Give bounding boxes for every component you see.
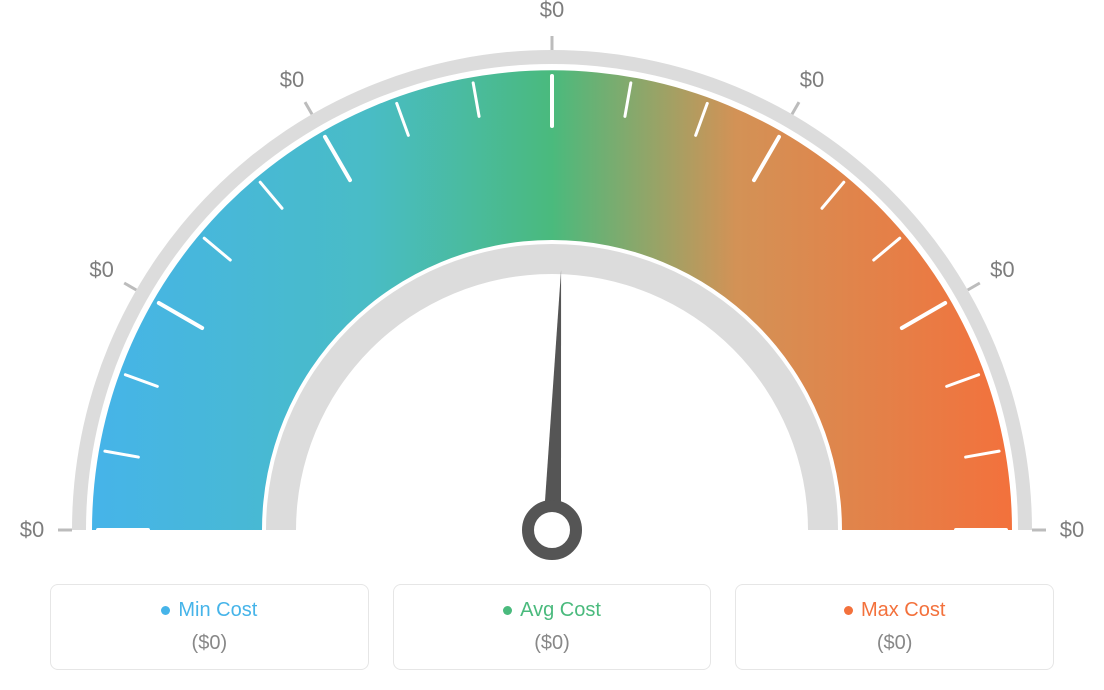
legend-title: Avg Cost — [503, 599, 601, 622]
legend-title: Max Cost — [844, 599, 945, 622]
legend-card-max-cost: Max Cost ($0) — [735, 584, 1054, 670]
legend-value: ($0) — [746, 632, 1043, 655]
legend-value: ($0) — [404, 632, 701, 655]
legend-dot-icon — [161, 606, 170, 615]
legend-title: Min Cost — [161, 599, 257, 622]
gauge-scale-label: $0 — [990, 257, 1014, 283]
legend-title-text: Avg Cost — [520, 599, 601, 622]
gauge-scale-label: $0 — [800, 67, 824, 93]
legend-card-min-cost: Min Cost ($0) — [50, 584, 369, 670]
gauge-scale-label: $0 — [280, 67, 304, 93]
gauge-scale-label: $0 — [89, 257, 113, 283]
legend-title-text: Max Cost — [861, 599, 945, 622]
gauge-chart: $0 $0 $0 $0 $0 $0 $0 — [0, 0, 1104, 560]
gauge-scale-label: $0 — [1060, 517, 1084, 543]
legend-title-text: Min Cost — [178, 599, 257, 622]
gauge-svg — [0, 0, 1104, 560]
gauge-scale-label: $0 — [20, 517, 44, 543]
legend-card-avg-cost: Avg Cost ($0) — [393, 584, 712, 670]
gauge-scale-label: $0 — [540, 0, 564, 23]
legend-dot-icon — [844, 606, 853, 615]
legend-dot-icon — [503, 606, 512, 615]
legend-row: Min Cost ($0) Avg Cost ($0) Max Cost ($0) — [50, 584, 1054, 670]
legend-value: ($0) — [61, 632, 358, 655]
